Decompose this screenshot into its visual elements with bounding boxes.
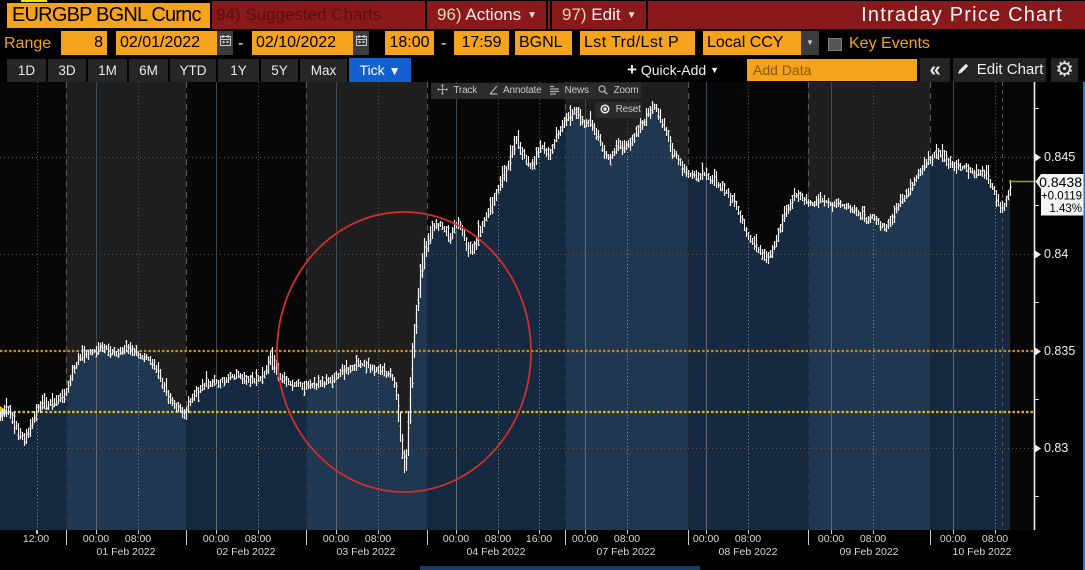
svg-text:09 Feb 2022: 09 Feb 2022: [840, 546, 899, 558]
svg-text:0.83: 0.83: [1044, 441, 1068, 455]
svg-text:0.835: 0.835: [1044, 344, 1075, 358]
svg-text:10 Feb 2022: 10 Feb 2022: [953, 546, 1012, 558]
svg-text:08:00: 08:00: [614, 533, 640, 545]
svg-text:00:00: 00:00: [940, 533, 966, 545]
svg-text:0.8438: 0.8438: [1039, 174, 1082, 190]
svg-text:08 Feb 2022: 08 Feb 2022: [719, 546, 778, 558]
svg-text:08:00: 08:00: [365, 533, 391, 545]
svg-text:08:00: 08:00: [860, 533, 886, 545]
svg-text:04 Feb 2022: 04 Feb 2022: [467, 546, 526, 558]
svg-text:01 Feb 2022: 01 Feb 2022: [97, 546, 156, 558]
svg-text:0.84: 0.84: [1044, 247, 1068, 261]
svg-text:08:00: 08:00: [485, 533, 511, 545]
svg-text:0.845: 0.845: [1044, 150, 1075, 164]
svg-text:08:00: 08:00: [982, 533, 1008, 545]
svg-text:08:00: 08:00: [125, 533, 151, 545]
svg-text:00:00: 00:00: [323, 533, 349, 545]
svg-text:03 Feb 2022: 03 Feb 2022: [337, 546, 396, 558]
svg-text:00:00: 00:00: [693, 533, 719, 545]
svg-text:00:00: 00:00: [818, 533, 844, 545]
svg-text:08:00: 08:00: [735, 533, 761, 545]
svg-text:00:00: 00:00: [572, 533, 598, 545]
svg-text:02 Feb 2022: 02 Feb 2022: [217, 546, 276, 558]
svg-text:00:00: 00:00: [83, 533, 109, 545]
svg-text:00:00: 00:00: [203, 533, 229, 545]
svg-text:12:00: 12:00: [23, 533, 49, 545]
svg-text:1.43%: 1.43%: [1049, 203, 1082, 215]
svg-text:16:00: 16:00: [526, 533, 552, 545]
svg-text:+0.0119: +0.0119: [1041, 191, 1082, 203]
svg-text:08:00: 08:00: [245, 533, 271, 545]
svg-text:07 Feb 2022: 07 Feb 2022: [597, 546, 656, 558]
svg-text:00:00: 00:00: [443, 533, 469, 545]
